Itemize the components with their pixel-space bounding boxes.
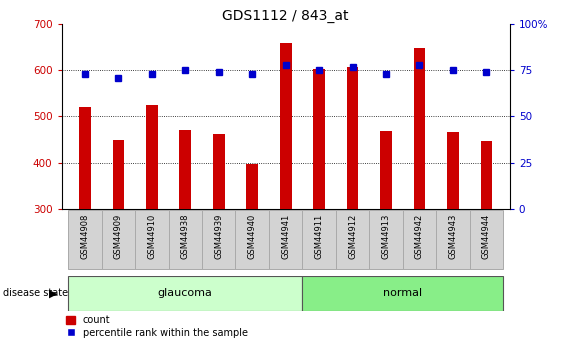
Text: GSM44939: GSM44939 bbox=[214, 214, 223, 259]
Text: GSM44942: GSM44942 bbox=[415, 214, 424, 259]
Text: GSM44941: GSM44941 bbox=[281, 214, 290, 259]
Bar bbox=[213, 134, 224, 209]
Bar bbox=[68, 210, 102, 269]
Bar bbox=[146, 105, 158, 209]
Bar bbox=[447, 132, 459, 209]
Bar bbox=[269, 210, 302, 269]
Bar bbox=[436, 210, 469, 269]
Bar bbox=[280, 42, 291, 209]
Bar bbox=[79, 107, 91, 209]
Title: GDS1112 / 843_at: GDS1112 / 843_at bbox=[223, 9, 349, 23]
Bar bbox=[347, 67, 359, 209]
Text: GSM44940: GSM44940 bbox=[248, 214, 257, 259]
Bar bbox=[236, 210, 269, 269]
Bar bbox=[380, 131, 392, 209]
Bar bbox=[369, 210, 403, 269]
Text: glaucoma: glaucoma bbox=[158, 288, 213, 298]
Text: GSM44943: GSM44943 bbox=[448, 214, 458, 259]
Text: GSM44912: GSM44912 bbox=[348, 214, 357, 259]
Text: GSM44908: GSM44908 bbox=[80, 214, 90, 259]
Text: GSM44938: GSM44938 bbox=[181, 214, 190, 259]
Bar bbox=[314, 69, 325, 209]
Text: GSM44913: GSM44913 bbox=[381, 214, 390, 259]
Bar bbox=[302, 276, 503, 310]
Text: GSM44910: GSM44910 bbox=[147, 214, 156, 259]
Bar bbox=[113, 139, 124, 209]
Bar bbox=[481, 141, 492, 209]
Text: GSM44911: GSM44911 bbox=[315, 214, 323, 259]
Text: ▶: ▶ bbox=[49, 288, 57, 298]
Bar bbox=[102, 210, 135, 269]
Bar bbox=[135, 210, 169, 269]
Bar bbox=[68, 276, 302, 310]
Text: GSM44944: GSM44944 bbox=[482, 214, 491, 259]
Bar bbox=[302, 210, 336, 269]
Bar bbox=[246, 164, 258, 209]
Text: GSM44909: GSM44909 bbox=[114, 214, 123, 259]
Bar bbox=[202, 210, 236, 269]
Legend: count, percentile rank within the sample: count, percentile rank within the sample bbox=[66, 315, 248, 338]
Bar bbox=[179, 130, 191, 209]
Bar bbox=[469, 210, 503, 269]
Bar bbox=[169, 210, 202, 269]
Bar bbox=[403, 210, 436, 269]
Text: disease state: disease state bbox=[3, 288, 68, 298]
Bar bbox=[414, 48, 425, 209]
Bar bbox=[336, 210, 369, 269]
Text: normal: normal bbox=[383, 288, 423, 298]
